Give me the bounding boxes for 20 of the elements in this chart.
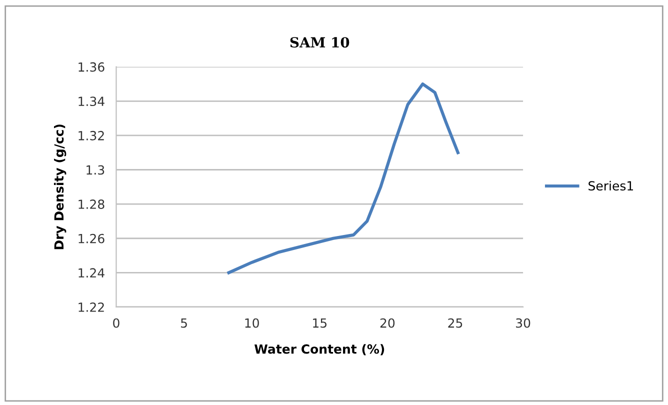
x-tick-label: 15 (313, 318, 326, 328)
y-axis-title: Dry Density (g/cc) (54, 124, 66, 250)
chart-title: SAM 10 (290, 37, 350, 48)
line-series (227, 82, 460, 274)
x-axis-title: Water Content (%) (254, 344, 384, 356)
x-tick-label: 25 (448, 318, 462, 328)
x-tick-label: 0 (113, 318, 120, 328)
x-tick-label: 20 (380, 318, 395, 328)
y-tick-label: 1.36 (78, 62, 104, 72)
y-tick-label: 1.3 (86, 165, 104, 175)
y-tick-label: 1.28 (78, 200, 104, 209)
x-tick-label: 10 (245, 318, 259, 328)
x-tick-label: 30 (516, 318, 530, 328)
x-tick-label: 5 (181, 318, 187, 328)
legend-label: Series1 (588, 180, 633, 191)
y-tick-label: 1.24 (78, 268, 104, 278)
y-tick-label: 1.26 (78, 234, 104, 244)
y-tick-label: 1.34 (78, 96, 104, 106)
y-tick-label: 1.32 (78, 130, 104, 140)
y-tick-label: 1.22 (78, 302, 104, 312)
